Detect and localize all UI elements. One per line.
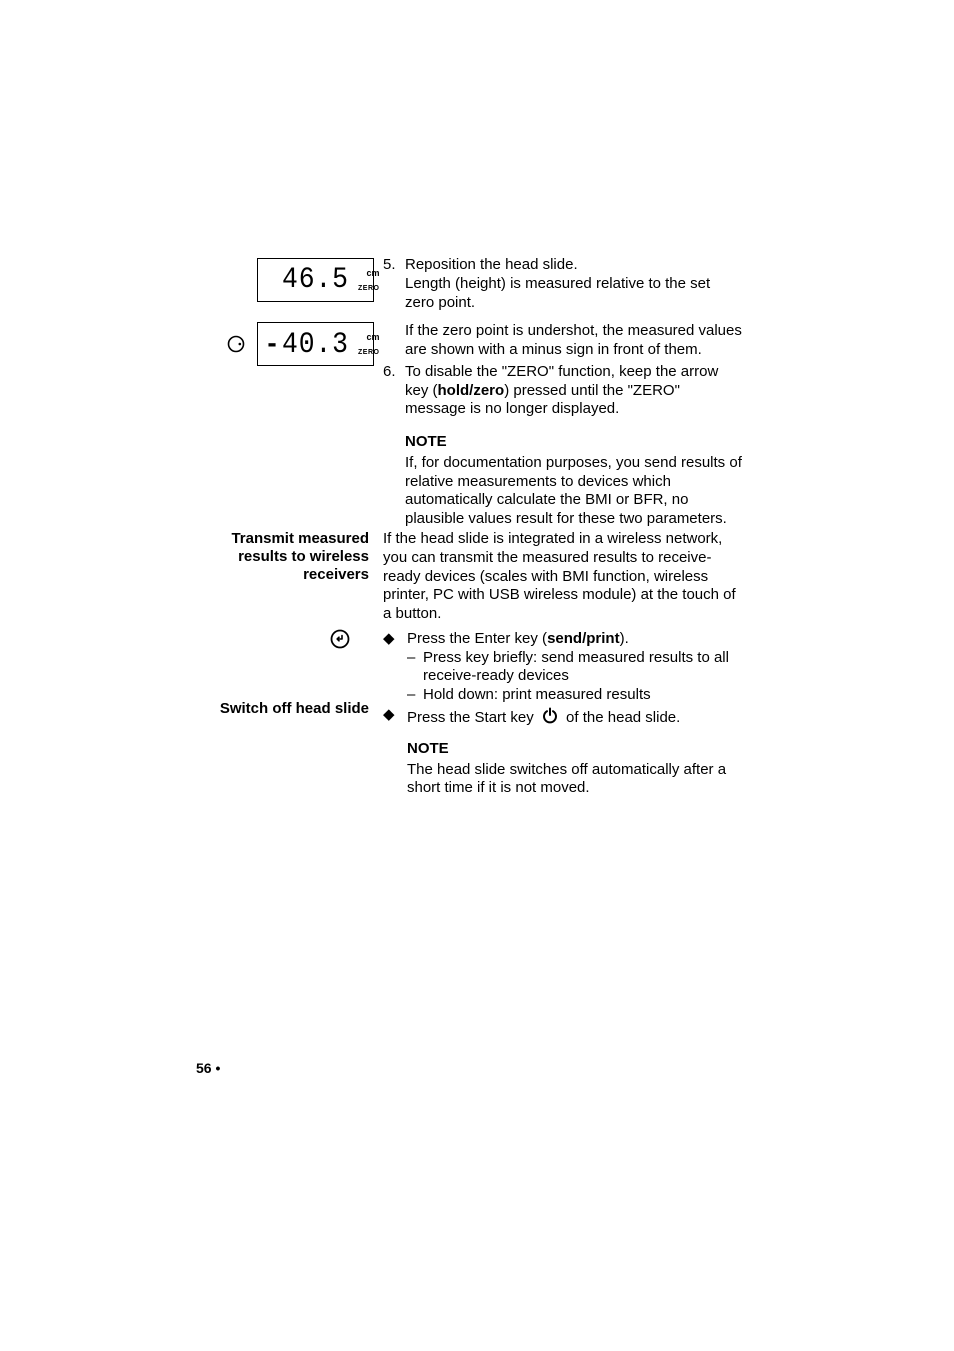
transmit-intro: If the head slide is integrated in a wir… <box>383 530 740 624</box>
step-5-line2: Length (height) is measured relative to … <box>405 275 743 313</box>
lcd-frame-2: - 40.3 cm ZERO <box>257 322 374 366</box>
step-5-num: 5. <box>383 256 405 360</box>
step-5-line3: If the zero point is undershot, the meas… <box>405 322 743 360</box>
note-block-2: NOTE The head slide switches off automat… <box>407 740 740 798</box>
lcd1-zero: ZERO <box>358 285 379 292</box>
note-2-body: The head slide switches off automaticall… <box>407 761 740 799</box>
lcd2-sign: - <box>266 329 278 357</box>
switch-off-pre: Press the Start key <box>407 709 538 726</box>
lcd2-zero: ZERO <box>358 349 379 356</box>
lcd2-value: 40.3 <box>282 330 349 360</box>
page-number: 56 • <box>196 1060 220 1076</box>
lcd-display-1: 46.5 cm ZERO <box>225 258 374 302</box>
transmit-heading: Transmit measured results to wireless re… <box>200 530 369 584</box>
switch-off-heading: Switch off head slide <box>200 700 369 718</box>
switch-off-bullet: ◆ Press the Start key of the head slide. <box>383 706 740 730</box>
lcd2-unit: cm <box>366 332 379 342</box>
transmit-bullet-post: ). <box>620 630 629 647</box>
diamond-icon: ◆ <box>383 706 407 730</box>
transmit-bullet-pre: Press the Enter key ( <box>407 630 547 647</box>
step-6-body: To disable the "ZERO" function, keep the… <box>405 363 743 419</box>
enter-key-icon <box>330 629 350 653</box>
diamond-icon: ◆ <box>383 630 407 649</box>
lcd-frame-1: 46.5 cm ZERO <box>257 258 374 302</box>
transmit-dash-1: – Press key briefly: send measured resul… <box>407 649 740 687</box>
power-icon <box>541 706 559 730</box>
step-6-num: 6. <box>383 363 405 419</box>
lcd1-value: 46.5 <box>282 265 349 295</box>
dash-icon: – <box>407 649 423 687</box>
transmit-bullet: ◆ Press the Enter key (send/print). <box>383 630 740 649</box>
step-5-line1: Reposition the head slide. <box>405 256 743 275</box>
switch-off-post: of the head slide. <box>562 709 680 726</box>
arrow-key-icon <box>225 335 247 353</box>
lcd1-unit: cm <box>366 268 379 278</box>
section-switch-off: Switch off head slide ◆ Press the Start … <box>200 700 740 798</box>
step-6-bold: hold/zero <box>438 382 505 399</box>
steps-column: 5. Reposition the head slide. Length (he… <box>383 256 743 529</box>
note-1-body: If, for documentation purposes, you send… <box>405 454 743 529</box>
transmit-dash-1-text: Press key briefly: send measured results… <box>423 649 740 687</box>
transmit-bullet-bold: send/print <box>547 630 620 647</box>
step-6: 6. To disable the "ZERO" function, keep … <box>383 363 743 419</box>
step-5: 5. Reposition the head slide. Length (he… <box>383 256 743 360</box>
note-block-1: NOTE If, for documentation purposes, you… <box>405 433 743 529</box>
section-transmit: Transmit measured results to wireless re… <box>200 530 740 705</box>
lcd-display-2: - 40.3 cm ZERO <box>225 322 374 366</box>
note-2-title: NOTE <box>407 740 740 759</box>
note-1-title: NOTE <box>405 433 743 452</box>
